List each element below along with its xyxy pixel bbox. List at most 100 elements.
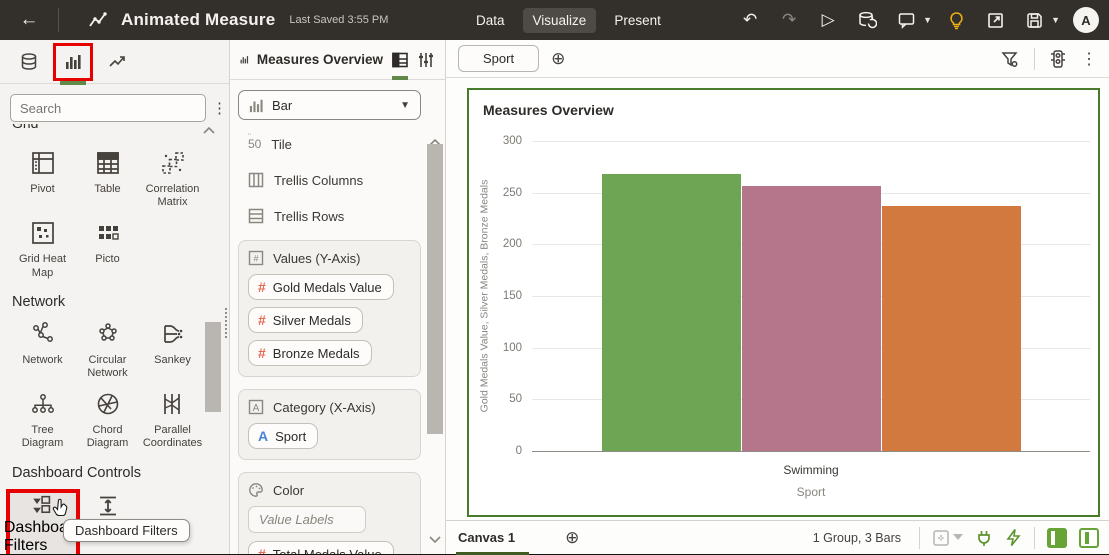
y-tick-label: 0	[515, 445, 522, 457]
pill-gold-medals-value[interactable]: # Gold Medals Value	[248, 274, 394, 300]
bar-gold-medals-value[interactable]	[601, 174, 741, 451]
pill-silver-medals[interactable]: # Silver Medals	[248, 307, 363, 333]
toggle-grammar-panel-icon[interactable]	[1079, 527, 1099, 548]
section-dashboard-controls-header: Dashboard Controls	[0, 451, 229, 483]
visualization-card[interactable]: Measures Overview Gold Medals Value, Sil…	[467, 88, 1100, 517]
search-row: ⋮	[0, 84, 229, 124]
number-icon: #	[258, 312, 266, 328]
visualizations-panel-tab-icon[interactable]	[56, 46, 90, 85]
comment-icon	[891, 5, 921, 35]
svg-text:#: #	[253, 254, 258, 264]
viz-item-sankey[interactable]: Sankey	[140, 320, 205, 380]
attribute-icon: A	[258, 428, 269, 444]
workbook-icon	[87, 9, 109, 31]
add-canvas-icon[interactable]: ⊕	[565, 527, 580, 547]
grammar-tab-icon[interactable]	[391, 46, 409, 80]
drop-zone-color[interactable]: Color Value Labels # Total Medals Value	[238, 472, 421, 554]
pill-total-medals-value[interactable]: # Total Medals Value	[248, 541, 394, 554]
save-menu[interactable]: ▼	[1019, 5, 1060, 35]
data-connection-icon[interactable]	[975, 528, 993, 547]
caret-down-icon: ▼	[400, 99, 410, 111]
bar-silver-medals[interactable]	[741, 186, 881, 451]
drop-zone-values-y-axis[interactable]: # Values (Y-Axis) # Gold Medals Value # Si…	[238, 240, 421, 377]
viz-type-dropdown[interactable]: Bar ▼	[238, 90, 421, 120]
conditional-formatting-icon[interactable]	[1049, 49, 1067, 69]
trellis-rows-icon	[248, 208, 264, 224]
viz-item-chord-diagram[interactable]: Chord Diagram	[75, 390, 140, 450]
palette-icon	[249, 483, 263, 497]
viz-item-tree-diagram[interactable]: Tree Diagram	[10, 390, 75, 450]
tab-visualize[interactable]: Visualize	[522, 7, 597, 33]
x-axis-title: Sport	[796, 485, 826, 499]
viz-item-parallel-coordinates[interactable]: Parallel Coordinates	[140, 390, 205, 450]
filter-chip-sport[interactable]: Sport	[458, 45, 540, 72]
scroll-down-icon[interactable]	[429, 530, 441, 548]
viz-item-circular-network[interactable]: Circular Network	[75, 320, 140, 380]
y-tick-label: 250	[502, 186, 522, 199]
divider	[919, 526, 920, 549]
scroll-up-icon[interactable]	[429, 134, 441, 152]
drop-target-trellis-rows[interactable]: Trellis Rows	[238, 192, 421, 228]
pill-bronze-medals[interactable]: # Bronze Medals	[248, 340, 372, 366]
filter-options-icon[interactable]	[1000, 49, 1020, 69]
caret-down-icon: ▼	[923, 15, 933, 25]
tab-data[interactable]: Data	[476, 12, 505, 28]
viz-item-label: Dashboard Filters	[3, 518, 83, 554]
bar-chart-icon	[240, 56, 249, 64]
viz-item-grid-heat-map[interactable]: Grid Heat Map	[10, 219, 75, 279]
panel-resize-gripper[interactable]	[225, 308, 229, 338]
grammar-panel-header: Measures Overview	[230, 40, 445, 80]
viz-item-table[interactable]: Table	[75, 149, 140, 209]
grammar-scrollbar[interactable]	[427, 132, 443, 546]
bar-bronze-medals[interactable]	[881, 206, 1021, 451]
viz-item-network[interactable]: Network	[10, 320, 75, 380]
tile-icon: ¨ 50	[248, 132, 262, 151]
section-dashboard-controls-label: Dashboard Controls	[12, 464, 141, 481]
viz-item-pivot[interactable]: Pivot	[10, 149, 75, 209]
drop-zone-category-x-axis[interactable]: A Category (X-Axis) A Sport	[238, 389, 421, 460]
plot-area: 0 50 100 150 200 250 300	[503, 135, 1090, 457]
y-tick-label: 100	[502, 341, 522, 354]
viz-item-picto[interactable]: Picto	[75, 219, 140, 279]
y-axis-title: Gold Medals Value, Silver Medals, Bronze…	[478, 179, 491, 412]
redo-icon[interactable]: ↷	[782, 10, 797, 29]
data-panel-tab-icon[interactable]	[12, 46, 46, 78]
viz-item-correlation-matrix[interactable]: Correlation Matrix	[140, 149, 205, 209]
properties-tab-icon[interactable]	[417, 46, 435, 74]
trellis-columns-icon	[248, 172, 264, 188]
y-tick-label: 200	[502, 238, 522, 251]
canvas-menu-icon[interactable]: ⋮	[1081, 50, 1097, 68]
insights-bulb-icon[interactable]	[941, 5, 971, 35]
auto-apply-icon[interactable]	[1005, 528, 1022, 547]
search-input[interactable]	[10, 94, 206, 122]
user-avatar[interactable]: A	[1073, 7, 1099, 33]
layout-grid-icon	[933, 529, 949, 546]
toggle-left-panel-icon[interactable]	[1047, 527, 1067, 548]
add-filter-icon[interactable]: ⊕	[551, 48, 566, 68]
viz-item-dashboard-filters[interactable]: Dashboard Filters	[4, 492, 82, 554]
drop-target-trellis-columns[interactable]: Trellis Columns	[238, 156, 421, 192]
refresh-data-icon[interactable]	[852, 5, 882, 35]
chevron-up-icon[interactable]	[203, 124, 215, 135]
panel-menu-icon[interactable]: ⋮	[212, 100, 227, 117]
color-value-labels-placeholder[interactable]: Value Labels	[248, 506, 366, 533]
preview-icon[interactable]: ▷	[821, 10, 835, 29]
tooltip: Dashboard Filters	[63, 519, 190, 542]
sidebar-scrollbar[interactable]	[205, 322, 221, 412]
drop-target-tile[interactable]: ¨ 50 Tile	[238, 120, 421, 156]
tab-present[interactable]: Present	[614, 12, 661, 28]
back-arrow-icon[interactable]: ←	[19, 9, 39, 30]
canvas-layout-menu[interactable]	[932, 529, 963, 547]
pill-sport[interactable]: A Sport	[248, 423, 319, 449]
svg-text:A: A	[253, 403, 260, 414]
selection-status: 1 Group, 3 Bars	[812, 530, 901, 545]
divider	[1034, 47, 1035, 70]
open-in-new-icon[interactable]	[980, 5, 1010, 35]
undo-icon[interactable]: ↶	[743, 10, 758, 29]
canvas-tab[interactable]: Canvas 1	[456, 521, 539, 555]
filter-bar: Sport ⊕ ⋮	[446, 40, 1109, 78]
analytics-panel-tab-icon[interactable]	[100, 46, 134, 78]
comments-menu[interactable]: ▼	[891, 5, 932, 35]
attribute-icon: A	[248, 399, 264, 415]
